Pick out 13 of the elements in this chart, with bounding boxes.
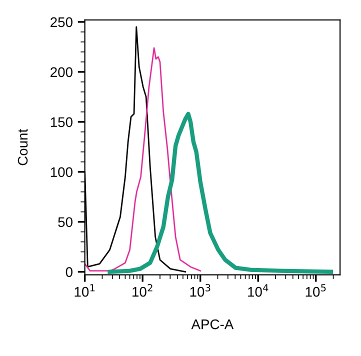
- y-tick-label: 100: [50, 167, 72, 178]
- x-tick-label: 10$^{4}$: [248, 284, 268, 297]
- y-axis-title: Count: [18, 128, 28, 166]
- y-tick-label: 0: [66, 267, 72, 277]
- x-tick-label: 10$^{2}$: [132, 284, 152, 297]
- y-tick-label: 150: [50, 117, 72, 128]
- x-tick-label: 10$^{3}$: [190, 284, 210, 297]
- x-tick-label: 10$^{5}$: [306, 284, 326, 297]
- x-axis-title: APC-A: [191, 319, 234, 330]
- y-tick-label: 200: [50, 67, 72, 78]
- x-tick-label: 10$^{1}$: [74, 284, 95, 297]
- y-tick-label: 50: [58, 217, 72, 228]
- y-tick-label: 250: [50, 17, 72, 28]
